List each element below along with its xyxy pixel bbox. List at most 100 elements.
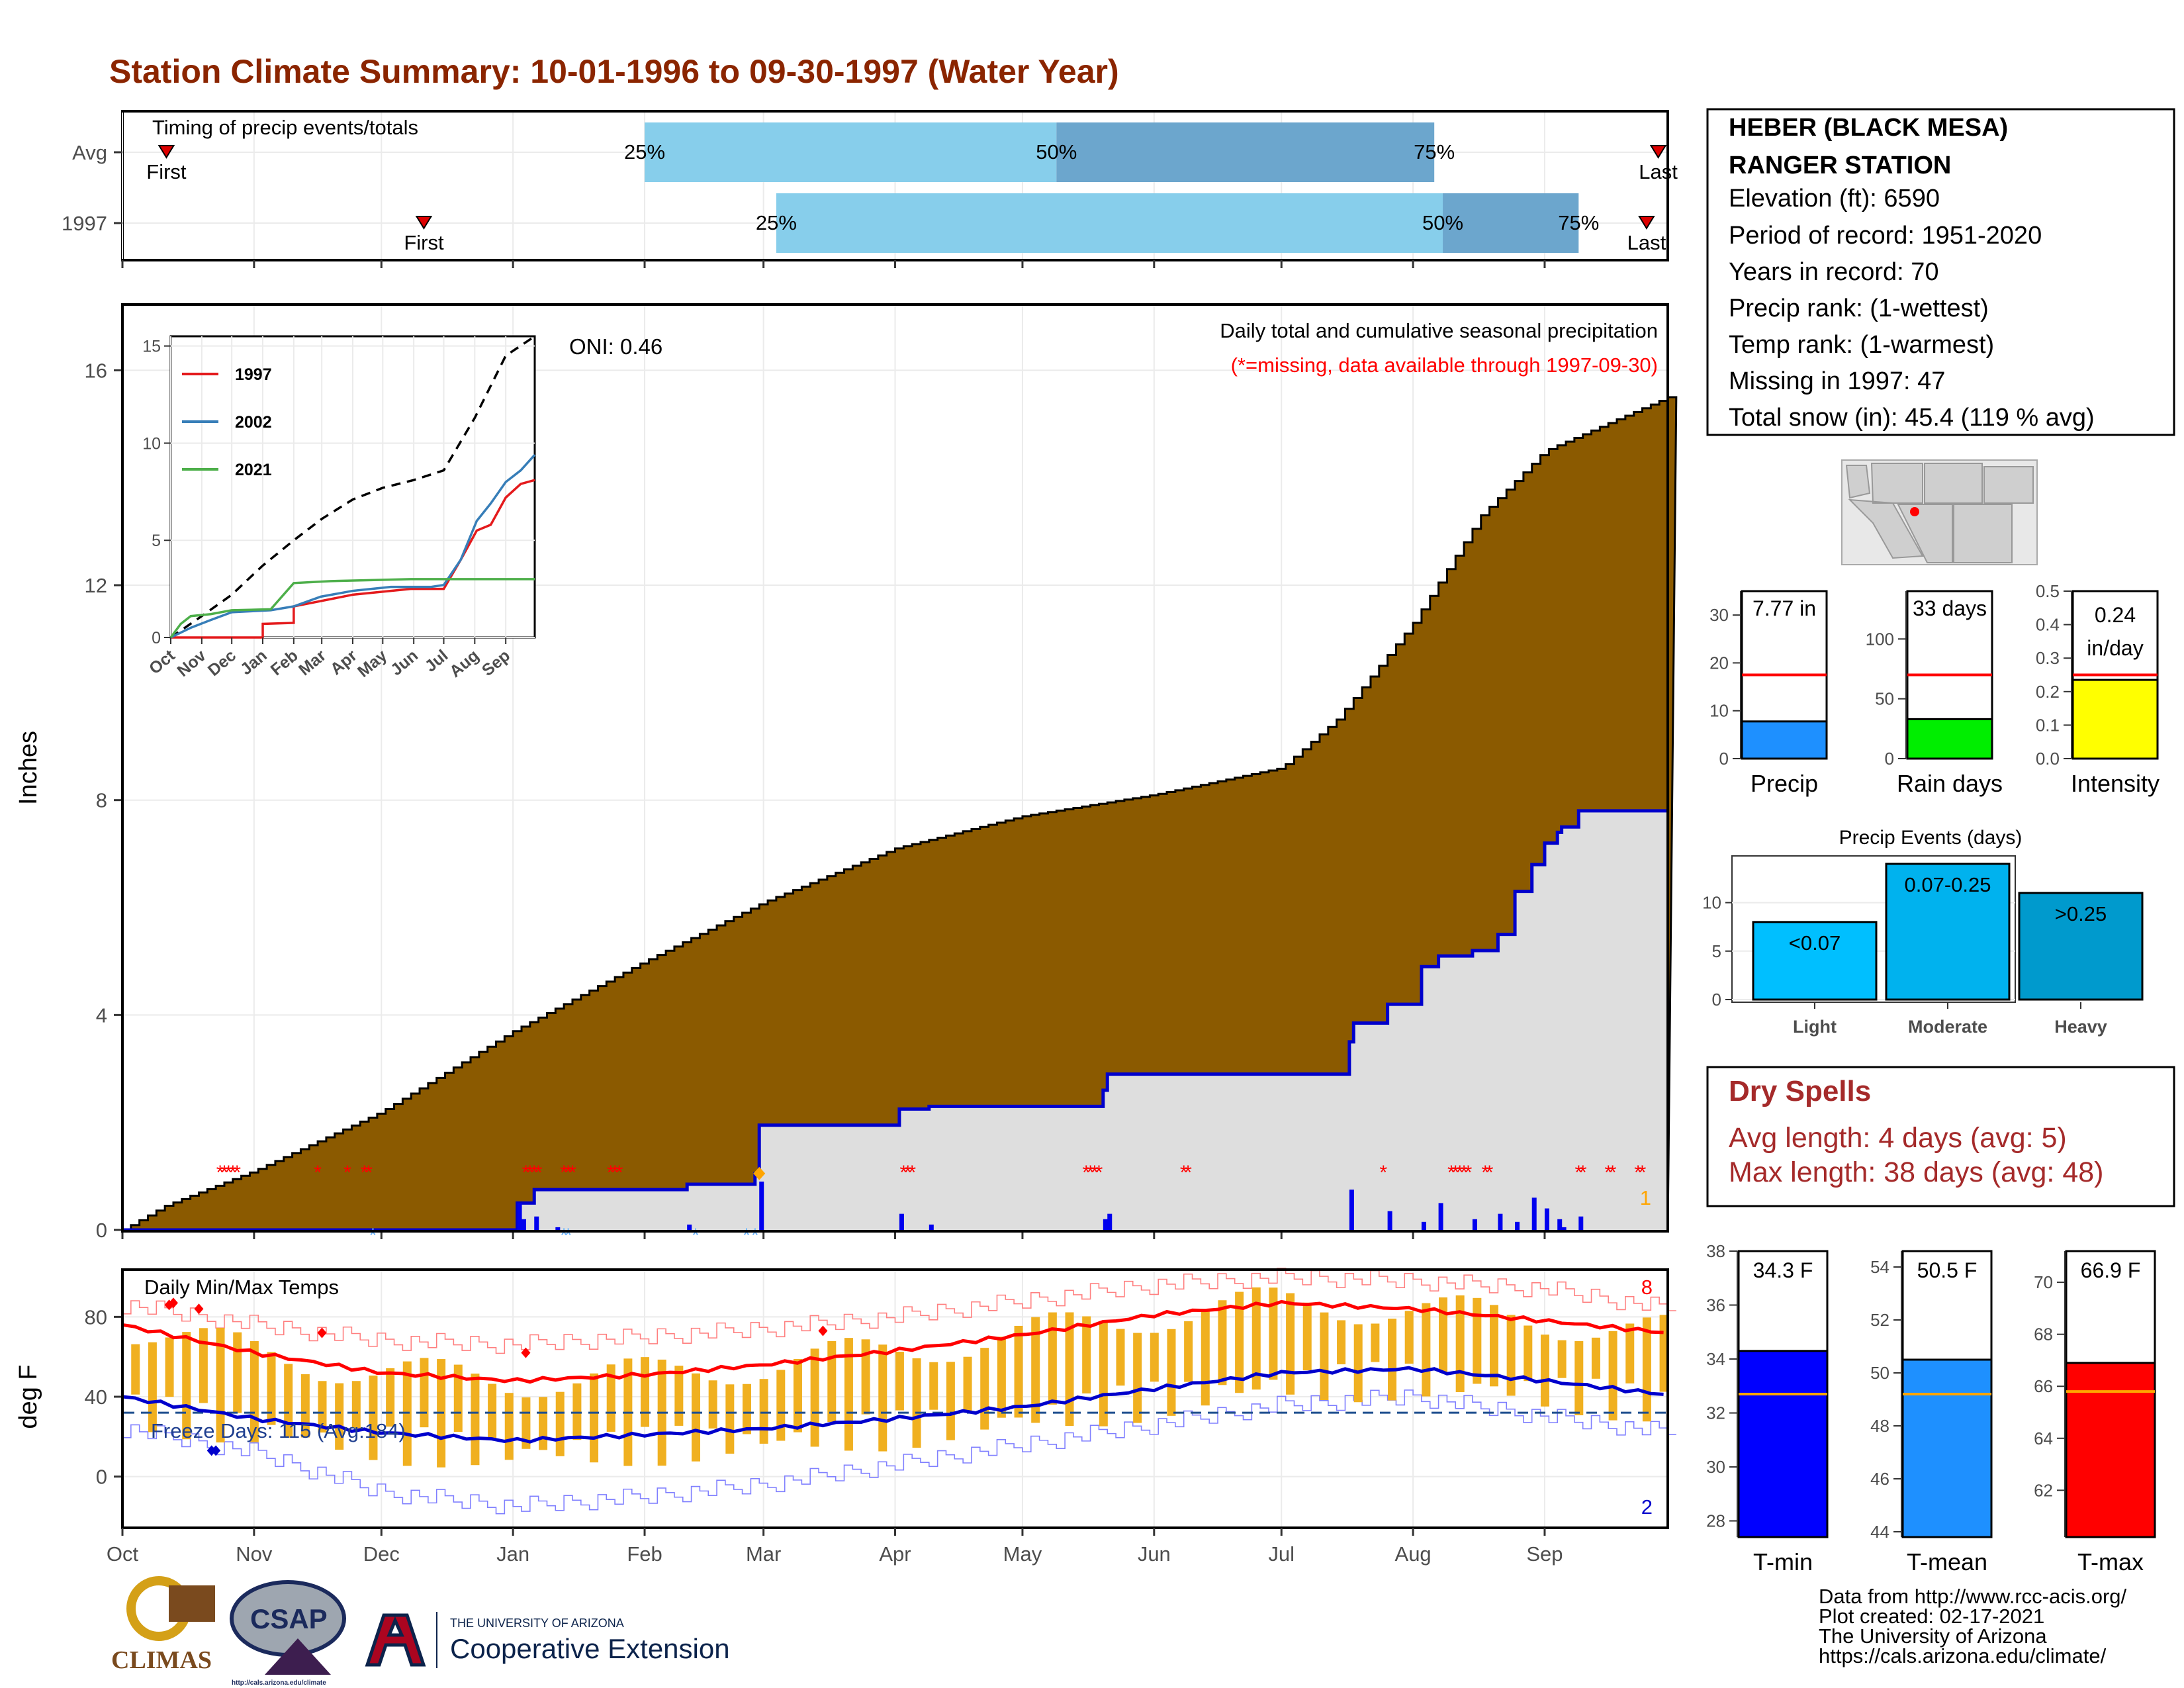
missing-day-marker: * xyxy=(1082,1162,1090,1184)
daily-temp-bar xyxy=(980,1348,989,1430)
daily-temp-bar xyxy=(453,1364,463,1432)
csap-logo: CSAP http://cals.arizona.edu/climate xyxy=(230,1580,346,1687)
daily-temp-bar xyxy=(1439,1297,1448,1373)
timing-first-label: First xyxy=(146,160,187,183)
precip-caption: Daily total and cumulative seasonal prec… xyxy=(1220,319,1658,342)
precip-summary-bars: 0 10 20 30 Precip 7.77 in 0 50 100 Rain days 33 da… xyxy=(1709,581,2160,797)
inset-chart: 051015199720022021OctNovDecJanFebMarAprM… xyxy=(142,335,536,681)
month-xtick-label: Aug xyxy=(1395,1542,1432,1566)
daily-precip-bar xyxy=(1515,1221,1520,1230)
daily-precip-bar xyxy=(555,1227,561,1230)
daily-temp-bar xyxy=(793,1358,802,1432)
daily-temp-bar xyxy=(606,1364,615,1432)
missing-day-marker: * xyxy=(526,1162,534,1184)
dry-spells-avg: Avg length: 4 days (avg: 5) xyxy=(1729,1122,2067,1154)
precip-summary-2-label: Intensity xyxy=(2071,770,2160,797)
missing-day-marker: * xyxy=(343,1162,351,1184)
record-marker xyxy=(753,1166,766,1180)
daily-temp-bar xyxy=(963,1356,972,1413)
daily-temp-bar xyxy=(1218,1300,1227,1385)
missing-day-marker: * xyxy=(607,1162,615,1184)
missing-day-marker: * xyxy=(530,1162,538,1184)
precip-summary-0-value: 7.77 in xyxy=(1752,596,1816,620)
precip-summary-1-ytick-label: 0 xyxy=(1885,749,1894,769)
temp-summary-2-bar xyxy=(2065,1362,2156,1538)
daily-temp-bar xyxy=(539,1397,548,1450)
precip-events-bar-text: 0.07-0.25 xyxy=(1905,873,1991,896)
csap-logo-mountain xyxy=(265,1638,331,1675)
missing-day-marker: * xyxy=(225,1162,233,1184)
daily-temp-bar xyxy=(1473,1297,1482,1384)
daily-temp-bar xyxy=(708,1380,717,1429)
daily-precip-bar xyxy=(1472,1219,1477,1230)
inset-ytick-label: 0 xyxy=(152,629,161,647)
month-xtick-label: Oct xyxy=(107,1542,139,1566)
temp-summary-1-ytick-label: 48 xyxy=(1870,1416,1889,1436)
precip-summary-2-ytick-label: 0.3 xyxy=(2036,648,2060,668)
precip-events-bar-text: <0.07 xyxy=(1789,931,1841,955)
month-xtick-label: Jun xyxy=(1138,1542,1171,1566)
precip-events-bar-text: >0.25 xyxy=(2055,902,2107,925)
precip-events-xlabel: Heavy xyxy=(2054,1017,2107,1037)
daily-temp-bar xyxy=(1150,1333,1159,1382)
daily-temp-bar xyxy=(1302,1302,1312,1371)
temp-record-high-marker xyxy=(164,1299,174,1311)
temp-summary-2-ytick-label: 70 xyxy=(2034,1272,2053,1292)
observed-cumulative-line xyxy=(122,809,1668,1232)
temp-summary-2-ytick-label: 64 xyxy=(2034,1429,2053,1448)
daily-precip-bar xyxy=(1438,1203,1443,1230)
precip-events-bar-heavy xyxy=(2018,892,2144,1001)
missing-day-marker: * xyxy=(1639,1162,1647,1184)
precip-events-ytick-label: 0 xyxy=(1712,990,1721,1009)
daily-precip-bar xyxy=(517,1203,522,1230)
daily-temp-bar xyxy=(1201,1311,1210,1406)
daily-temp-bar xyxy=(233,1332,242,1413)
snow-day-marker: * xyxy=(369,1225,377,1246)
station-years: Years in record: 70 xyxy=(1729,258,1939,286)
credits: Data from http://www.rcc-acis.org/ Plot … xyxy=(1819,1585,2127,1667)
daily-temp-bar xyxy=(878,1344,887,1452)
daily-temp-bar xyxy=(692,1373,701,1462)
daily-temp-bar xyxy=(420,1358,429,1428)
daily-temp-bar xyxy=(929,1362,938,1410)
daily-temp-bar xyxy=(131,1344,140,1395)
precip-events-ytick-label: 5 xyxy=(1712,941,1721,961)
temp-summary-1-ytick-label: 44 xyxy=(1870,1522,1889,1542)
month-xtick-label: Nov xyxy=(236,1542,273,1566)
timing-p50-label: 50% xyxy=(1422,211,1463,234)
daily-temp-bar xyxy=(267,1352,276,1425)
daily-precip-bar xyxy=(1387,1211,1392,1230)
timing-p75-label: 75% xyxy=(1414,140,1455,164)
daily-temp-bar xyxy=(300,1374,310,1438)
temp-normal-min-line xyxy=(122,1366,1664,1444)
temp-summary-1-ytick-label: 50 xyxy=(1870,1363,1889,1383)
station-temp-rank: Temp rank: (1-warmest) xyxy=(1729,331,1994,359)
daily-temp-bar xyxy=(504,1393,514,1460)
inset-legend-label-2002: 2002 xyxy=(235,413,272,432)
daily-precip-bar xyxy=(759,1181,764,1230)
missing-day-marker: * xyxy=(1091,1162,1099,1184)
location-map xyxy=(1841,459,2038,565)
timing-bar-50-75 xyxy=(1443,193,1579,253)
station-name-line2: RANGER STATION xyxy=(1729,152,1951,179)
timing-panel: Avg 25% 50% 75% First Last 1997 25% 50% 75% First L… xyxy=(62,110,1678,268)
missing-day-marker: * xyxy=(565,1162,572,1184)
timing-p25-label: 25% xyxy=(624,140,665,164)
temp-summary-0-bar xyxy=(1737,1350,1829,1538)
temp-summary-2-ytick-label: 68 xyxy=(2034,1325,2053,1344)
daily-temp-bar xyxy=(827,1340,837,1423)
precip-ylabel: Inches xyxy=(15,731,42,805)
precip-summary-1-value: 33 days xyxy=(1913,596,1987,620)
daily-temp-bar xyxy=(1184,1321,1193,1382)
missing-day-marker: * xyxy=(1634,1162,1642,1184)
csap-logo-text: CSAP xyxy=(250,1603,328,1634)
missing-day-marker: * xyxy=(908,1162,916,1184)
daily-temp-bar xyxy=(1489,1305,1498,1387)
daily-temp-bar xyxy=(861,1339,870,1415)
missing-day-marker: * xyxy=(1451,1162,1459,1184)
daily-temp-bar xyxy=(1014,1325,1023,1418)
daily-temp-bar xyxy=(1337,1320,1346,1365)
missing-day-marker: * xyxy=(1574,1162,1582,1184)
missing-day-marker: * xyxy=(904,1162,912,1184)
daily-temp-bar xyxy=(1065,1312,1074,1427)
